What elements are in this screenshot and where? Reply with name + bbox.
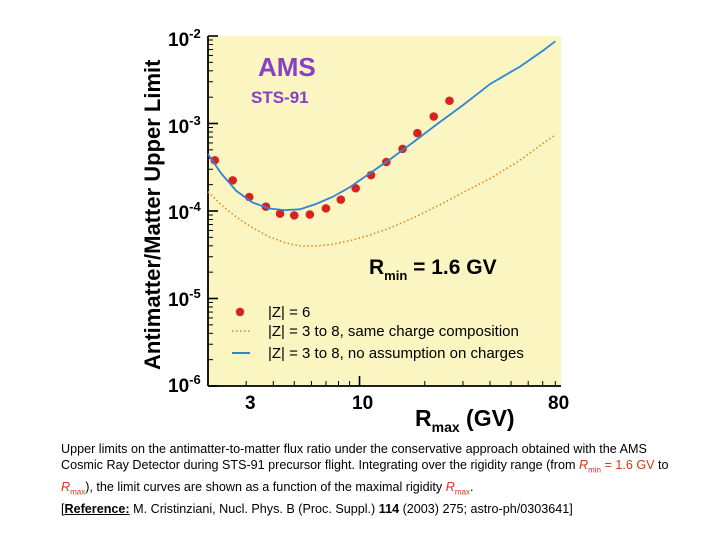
caption-rmax: Rmax [61,480,86,497]
data-point [351,183,360,193]
data-point [413,128,422,138]
series-line-same-composition [207,134,556,247]
y-axis-title: Antimatter/Matter Upper Limit [140,59,165,370]
figure-caption: Upper limits on the antimatter-to-matter… [61,441,691,517]
data-point [305,210,315,219]
caption-text: ), the limit curves are shown as a funct… [85,480,446,495]
chart-title: AMS [258,52,316,82]
data-point [275,209,285,218]
x-tick-label: 10 [352,393,373,414]
chart-subtitle: STS-91 [251,88,309,107]
data-point [336,195,346,204]
data-point [289,211,299,220]
caption-rmin: Rmin = 1.6 GV [578,458,655,475]
legend-label: |Z| = 3 to 8, same charge composition [268,323,519,340]
y-tick-label: 10-5 [168,286,201,311]
rmin-annotation: Rmin = 1.6 GV [369,256,497,283]
legend-marker-z6 [235,307,245,317]
series-line-no-assumption [207,40,556,212]
axis-ticks [207,35,556,387]
caption-rmax: Rmax [445,480,470,497]
legend: |Z| = 6 |Z| = 3 to 8, same charge compos… [232,304,524,362]
caption-text: Upper limits on the antimatter-to-matter… [61,442,647,473]
y-tick-label: 10-4 [168,199,201,224]
legend-label: |Z| = 3 to 8, no assumption on charges [268,345,524,362]
data-point [321,204,331,213]
data-point [445,96,454,106]
y-tick-label: 10-6 [168,372,201,397]
data-point [429,112,439,121]
data-point [228,176,238,185]
y-tick-label: 10-3 [168,113,201,138]
series-layer [207,40,556,247]
x-tick-label: 3 [245,393,256,414]
x-tick-label: 80 [548,393,569,414]
caption-reference: [Reference: M. Cristinziani, Nucl. Phys.… [61,501,573,516]
y-tick-label: 10-2 [168,26,201,51]
y-tick-labels: 10-2 10-3 10-4 10-5 10-6 [168,26,201,397]
legend-label: |Z| = 6 [268,304,310,321]
plot-area [208,36,561,386]
chart-figure: 10-2 10-3 10-4 10-5 10-6 3 10 80 Antimat… [140,26,569,435]
caption-text: . [469,480,474,495]
x-axis-title: Rmax (GV) [415,405,515,435]
caption-text: to [654,458,669,473]
